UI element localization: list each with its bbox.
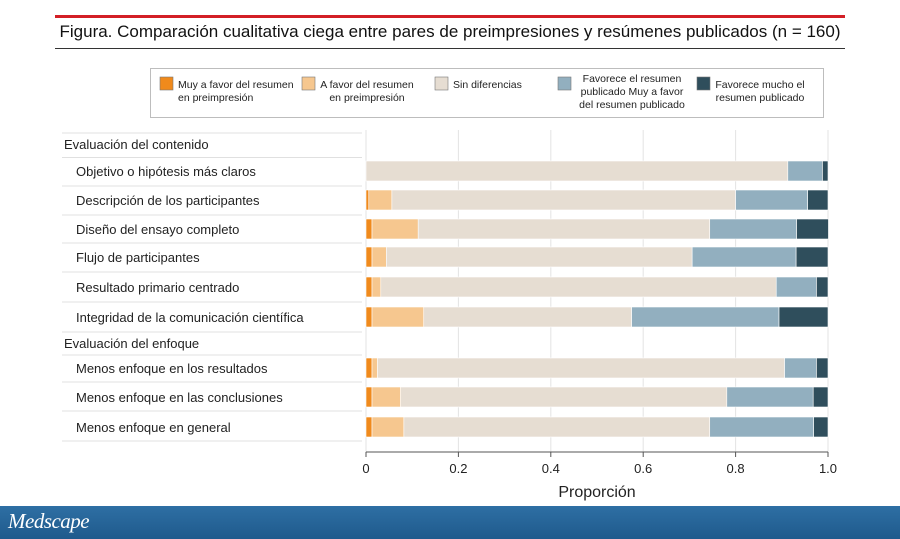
category-label: Flujo de participantes — [76, 250, 200, 265]
x-tick-label: 1.0 — [819, 461, 837, 476]
bar-segment — [365, 276, 373, 298]
x-tick-label: 0 — [362, 461, 369, 476]
bar-segment — [807, 189, 829, 211]
category-label: Menos enfoque en las conclusiones — [76, 390, 283, 405]
legend-label: en preimpresión — [329, 92, 404, 104]
bar-segment — [795, 246, 829, 268]
legend-label: publicado Muy a favor — [581, 86, 684, 98]
category-label: Resultado primario centrado — [76, 280, 239, 295]
bar-segment — [371, 357, 378, 379]
legend-label: Favorece mucho el — [715, 79, 804, 91]
bar-segment — [775, 276, 817, 298]
legend-box — [150, 68, 824, 118]
x-tick-label: 0.6 — [634, 461, 652, 476]
bar-segment — [709, 416, 814, 438]
bar-segment — [365, 306, 373, 328]
bar-segment — [812, 386, 829, 408]
bar-segment — [796, 218, 829, 240]
bar-segment — [822, 160, 829, 182]
category-label: Menos enfoque en los resultados — [76, 361, 268, 376]
category-label: Diseño del ensayo completo — [76, 222, 239, 237]
title-bottom-rule — [55, 48, 845, 49]
stacked-bar-chart: 0 0.2 0.4 0.6 0.8 1.0 Proporción Evaluación del… — [62, 73, 837, 501]
title-top-rule — [55, 15, 845, 18]
legend-swatch — [159, 76, 174, 91]
bar-segment — [403, 416, 711, 438]
legend-swatch — [696, 76, 711, 91]
bar-segment — [365, 218, 373, 240]
legend-label: Favorece el resumen — [583, 73, 682, 85]
category-label: Menos enfoque en general — [76, 420, 231, 435]
bar-segment — [365, 416, 373, 438]
bar-segment — [400, 386, 728, 408]
x-axis-label: Proporción — [558, 484, 635, 501]
x-tick-label: 0.2 — [449, 461, 467, 476]
category-label: Objetivo o hipótesis más claros — [76, 164, 256, 179]
legend-swatch — [301, 76, 316, 91]
bar-segment — [371, 218, 419, 240]
group-label: Evaluación del contenido — [64, 137, 209, 152]
legend-swatch — [434, 76, 449, 91]
bar-segment — [365, 160, 789, 182]
bar-segment — [371, 276, 382, 298]
bar-segment — [417, 218, 711, 240]
bar-segment — [813, 416, 829, 438]
legend-label: en preimpresión — [178, 92, 253, 104]
bar-segment — [368, 189, 393, 211]
x-tick-label: 0.4 — [542, 461, 560, 476]
bar-segment — [380, 276, 777, 298]
bar-segment — [386, 246, 693, 268]
bar-segment — [365, 357, 373, 379]
bar-segment — [691, 246, 797, 268]
bar-segment — [735, 189, 808, 211]
group-label: Evaluación del enfoque — [64, 336, 199, 351]
bar-segment — [778, 306, 829, 328]
legend-label: Muy a favor del resumen — [178, 79, 294, 91]
bar-segment — [377, 357, 785, 379]
bar-segment — [391, 189, 736, 211]
x-tick-label: 0.8 — [727, 461, 745, 476]
bar-segment — [365, 246, 373, 268]
bar-segment — [365, 386, 373, 408]
legend-label: Sin diferencias — [453, 79, 522, 91]
legend-label: resumen publicado — [716, 92, 805, 104]
bar-segment — [423, 306, 632, 328]
legend-label: A favor del resumen — [320, 79, 414, 91]
footer-bar: Medscape — [0, 506, 900, 539]
figure-title: Figura. Comparación cualitativa ciega en… — [59, 22, 841, 41]
bar-segment — [365, 189, 370, 211]
category-label: Descripción de los participantes — [76, 193, 260, 208]
bar-segment — [816, 357, 829, 379]
bar-segment — [816, 276, 829, 298]
bar-segment — [371, 386, 401, 408]
legend-label: del resumen publicado — [579, 99, 685, 111]
category-label: Integridad de la comunicación científica — [76, 310, 304, 325]
bar-segment — [371, 306, 425, 328]
bar-segment — [784, 357, 817, 379]
bar-segment — [726, 386, 814, 408]
bar-segment — [709, 218, 797, 240]
bar-segment — [371, 416, 405, 438]
bar-segment — [787, 160, 823, 182]
medscape-logo: Medscape — [8, 509, 90, 533]
bar-segment — [631, 306, 780, 328]
legend-swatch — [557, 76, 572, 91]
bar-segment — [371, 246, 387, 268]
